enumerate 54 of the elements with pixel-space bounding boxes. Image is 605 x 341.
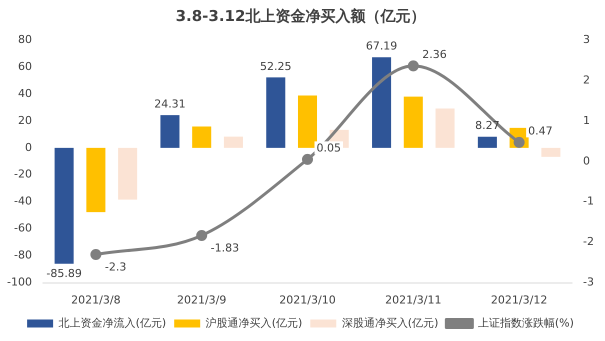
legend-label: 北上资金净流入(亿元) [58,316,166,330]
bar [192,126,212,148]
y-tick-label: 40 [18,86,32,100]
bar [478,136,497,148]
y-tick-label: 20 [18,114,32,127]
legend-label: 上证指数涨跌幅(%) [478,316,574,330]
y2-tick-label: 0 [583,154,590,168]
bar [86,148,106,212]
bar [160,115,180,148]
x-tick-label: 2021/3/11 [385,293,442,306]
y-tick-label: 60 [18,60,32,73]
x-tick-label: 2021/3/12 [490,293,548,306]
y2-tick-label: 1 [583,114,590,127]
x-tick-label: 2021/3/9 [176,293,226,306]
y-tick-label: -40 [14,194,32,208]
point [196,230,208,241]
bar [224,136,243,148]
y2-tick-label: -1 [583,194,594,208]
y2-tick-label: 3 [583,32,590,46]
y-tick-label: 0 [24,140,32,154]
legend-label: 深股通净买入(亿元) [342,316,438,330]
bar [266,77,286,148]
point [302,154,313,165]
legend-label: 沪股通净买入(亿元) [206,316,302,330]
bar [372,57,392,148]
data-label: 24.31 [154,97,186,110]
data-label: 0.47 [528,124,553,138]
y2-tick-label: -3 [583,276,594,289]
x-tick-label: 2021/3/10 [279,293,336,306]
y2-tick-label: 2 [583,73,590,86]
point [408,60,419,72]
data-label: -85.89 [46,267,82,280]
chart-title: 3.8-3.12北上资金净买入额（亿元） [176,6,426,25]
data-label: 67.19 [366,40,398,53]
x-tick-label: 2021/3/8 [71,293,121,306]
data-label: -1.83 [210,241,240,254]
y-tick-label: -100 [6,276,32,289]
data-label: 52.25 [260,60,292,73]
bar [54,148,74,264]
bar [404,96,423,148]
y2-tick-label: -2 [583,235,594,248]
y-tick-label: -20 [14,168,32,181]
bar [118,148,138,200]
data-label: 0.05 [316,141,341,154]
data-label: 2.36 [422,48,447,61]
data-label: 8.27 [475,119,500,132]
point [90,248,102,260]
y-tick-label: -80 [14,248,32,262]
y-tick-label: 80 [18,32,32,46]
data-label: -2.3 [104,260,126,274]
bar [541,148,560,157]
bar [298,95,318,148]
y-tick-label: -60 [14,222,32,235]
bar [436,108,455,148]
